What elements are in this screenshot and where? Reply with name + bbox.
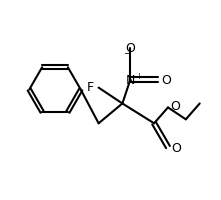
Text: O: O (125, 42, 135, 55)
Text: O: O (171, 141, 181, 154)
Text: N: N (126, 74, 135, 87)
Text: +: + (135, 72, 142, 81)
Text: F: F (87, 81, 94, 94)
Text: O: O (170, 99, 180, 112)
Text: O: O (161, 74, 171, 87)
Text: −: − (123, 49, 130, 58)
